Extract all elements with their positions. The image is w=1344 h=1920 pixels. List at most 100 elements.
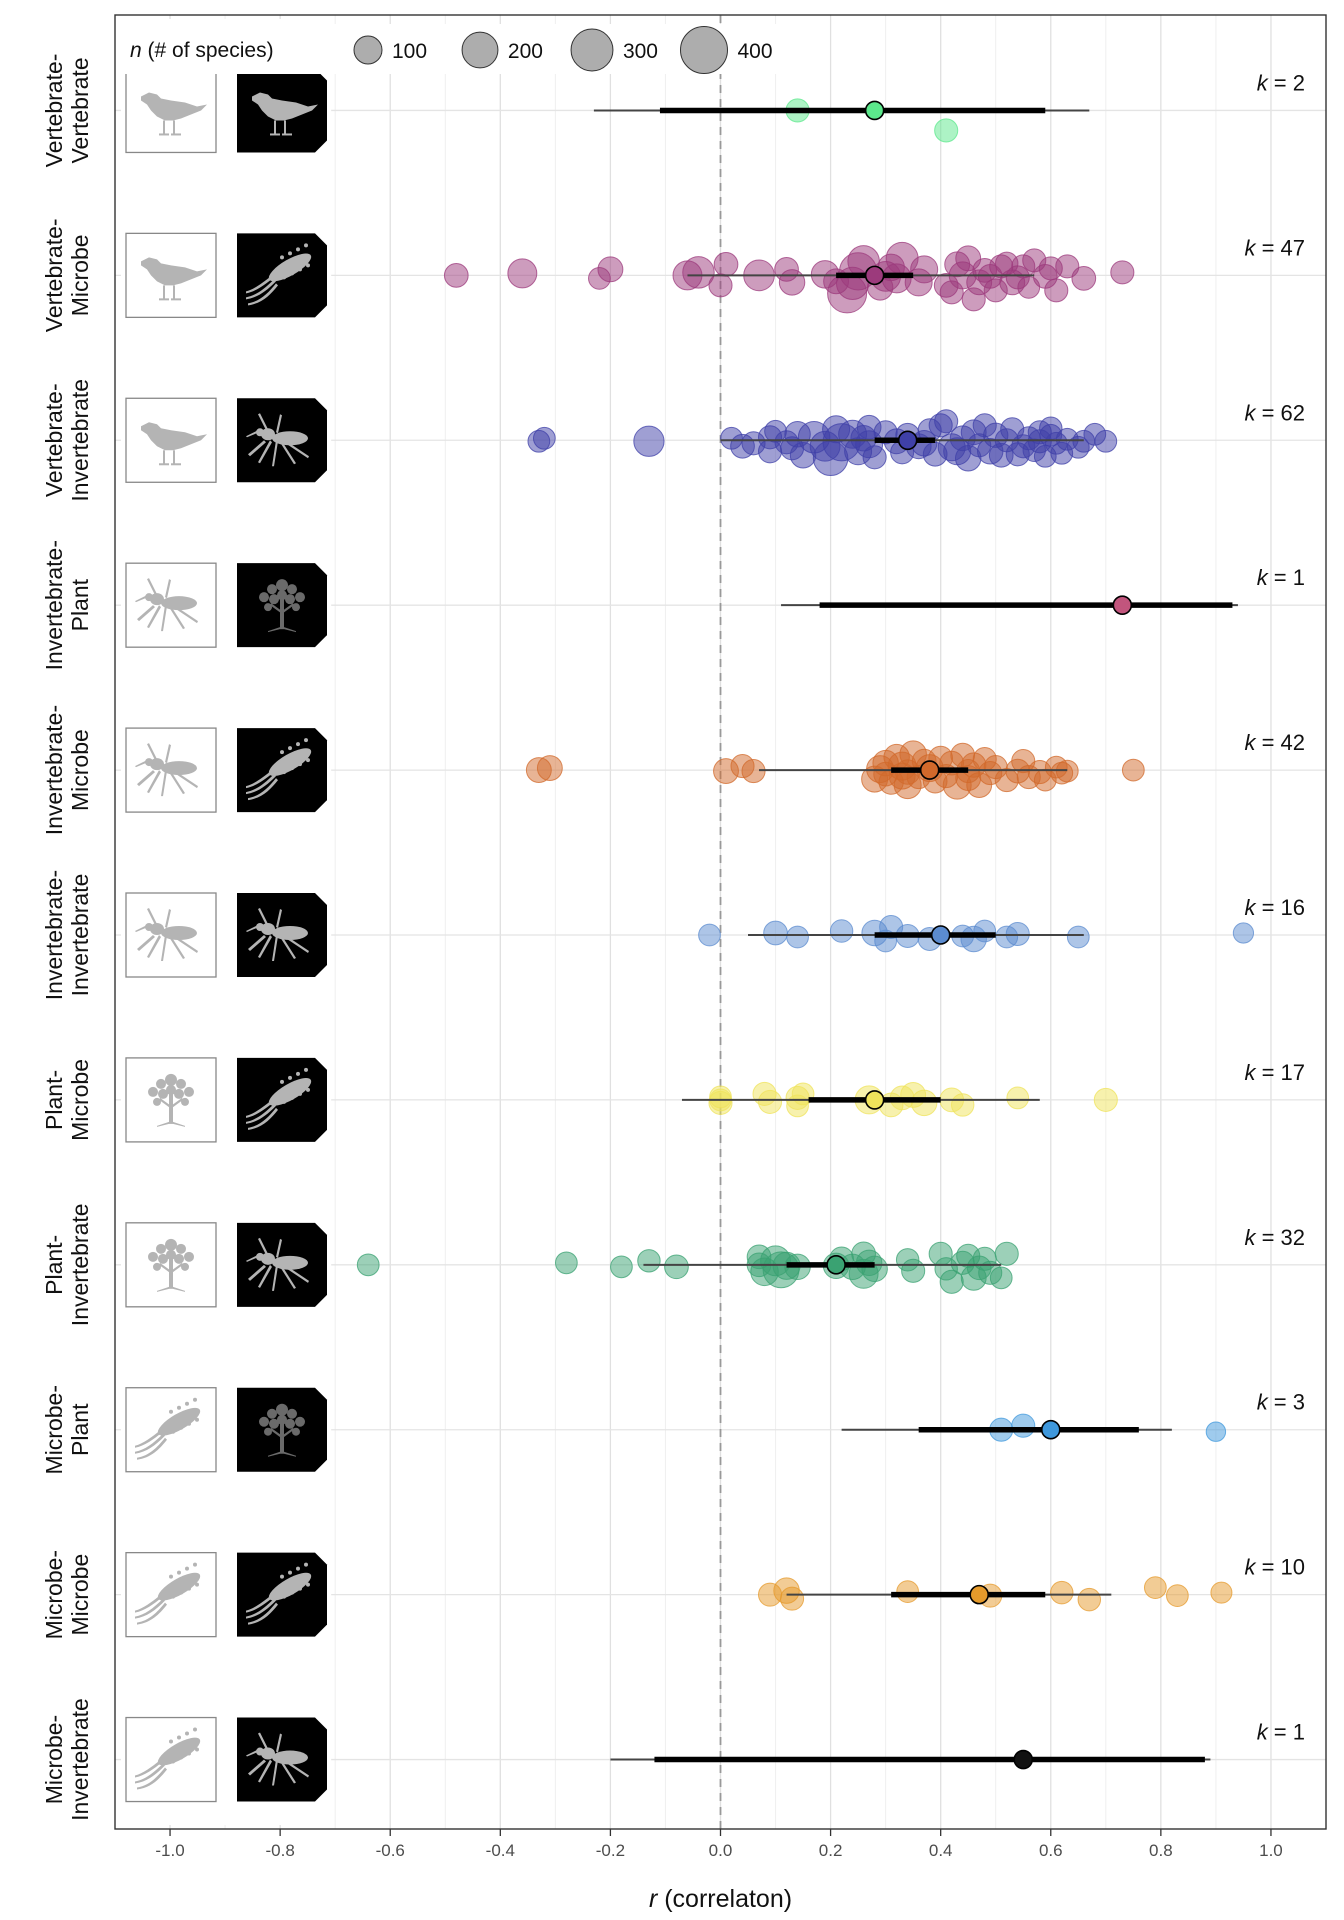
row-label-line2: Microbe <box>67 234 93 316</box>
legend-size-label: 400 <box>738 40 773 63</box>
x-tick-label: 0.8 <box>1149 1841 1173 1860</box>
study-point <box>1077 1587 1102 1612</box>
legend-size-circle <box>461 31 499 69</box>
k-label: k = 1 <box>1257 1720 1305 1745</box>
k-label-var: k <box>1244 400 1256 425</box>
study-point <box>532 426 556 450</box>
row-label-line2: Invertebrate <box>67 874 93 997</box>
study-point <box>1005 442 1030 467</box>
tree-icon <box>237 563 327 648</box>
k-label-value: = 2 <box>1268 70 1305 95</box>
study-point <box>1006 1086 1030 1110</box>
row-label-line2: Plant <box>67 578 93 631</box>
x-tick-label: -0.8 <box>265 1841 294 1860</box>
legend-title: n (# of species) <box>130 39 274 62</box>
k-label-var: k <box>1244 730 1256 755</box>
k-label-value: = 32 <box>1255 1225 1305 1250</box>
k-label: k = 62 <box>1244 400 1305 425</box>
k-label: k = 10 <box>1244 1555 1305 1580</box>
insect-icon <box>237 1717 327 1802</box>
study-point <box>829 919 854 943</box>
legend-title-var: n <box>130 39 142 62</box>
study-point <box>713 252 739 277</box>
study-point <box>536 755 563 782</box>
row-label: Invertebrate- Invertebrate <box>41 870 93 1000</box>
study-point <box>698 923 721 947</box>
study-point <box>910 255 939 284</box>
tree-icon <box>237 1387 327 1472</box>
row-label: Plant- Microbe <box>41 1059 93 1141</box>
k-label-value: = 42 <box>1255 730 1305 755</box>
bird-icon <box>125 67 217 154</box>
pooled-estimate <box>864 1090 885 1110</box>
k-label: k = 17 <box>1244 1060 1305 1085</box>
insect-icon <box>125 727 217 813</box>
study-point <box>1055 254 1080 279</box>
row-label: Microbe- Invertebrate <box>41 1698 93 1821</box>
microbe-icon <box>237 233 327 318</box>
study-point <box>763 920 788 946</box>
study-point <box>1094 429 1118 453</box>
k-label: k = 16 <box>1244 895 1305 920</box>
study-point <box>961 287 986 312</box>
row-label-line1: Invertebrate- <box>41 870 67 1000</box>
row-label-line2: Invertebrate <box>67 1203 93 1326</box>
study-point <box>774 257 799 282</box>
study-point <box>934 409 959 434</box>
row-label-line2: Invertebrate <box>67 379 93 502</box>
row-label: Microbe- Microbe <box>41 1550 93 1639</box>
study-point <box>1166 1584 1189 1608</box>
k-label-value: = 1 <box>1268 565 1305 590</box>
microbe-icon <box>125 1716 217 1803</box>
legend-size-label: 200 <box>508 40 543 63</box>
microbe-icon <box>125 1551 217 1638</box>
row-label-line1: Invertebrate- <box>41 705 67 835</box>
k-label-var: k <box>1257 565 1269 590</box>
pooled-estimate <box>826 1255 846 1275</box>
study-point <box>709 1085 732 1109</box>
data-points <box>356 98 1255 1612</box>
pooled-estimates <box>826 100 1133 1770</box>
pooled-estimate <box>919 760 940 780</box>
x-tick-label: 0.4 <box>929 1841 953 1860</box>
confidence-intervals <box>593 107 1238 1763</box>
study-point <box>994 1241 1019 1266</box>
k-label-var: k <box>1244 1060 1256 1085</box>
row-label-line2: Invertebrate <box>67 1698 93 1821</box>
row-label-line1: Plant- <box>41 1235 67 1295</box>
row-label-line2: Microbe <box>67 729 93 811</box>
pooled-estimate <box>930 925 951 945</box>
study-point <box>1232 922 1255 944</box>
row-label-line2: Microbe <box>67 1554 93 1636</box>
pooled-estimate <box>969 1584 990 1605</box>
row-label-line1: Microbe- <box>41 1385 67 1474</box>
row-label-line1: Microbe- <box>41 1715 67 1804</box>
x-tick-label: 0.2 <box>819 1841 843 1860</box>
x-tick-label: -0.4 <box>486 1841 515 1860</box>
study-point <box>1143 1576 1167 1600</box>
x-axis-title-rest: (correlaton) <box>657 1885 792 1913</box>
x-tick-label: 0.6 <box>1039 1841 1063 1860</box>
study-point <box>786 925 809 949</box>
x-tick-label: 0.0 <box>709 1841 733 1860</box>
row-label: Vertebrate- Vertebrate <box>41 54 93 168</box>
microbe-icon <box>237 728 327 813</box>
study-point <box>1066 925 1090 949</box>
bird-icon <box>125 397 217 483</box>
study-point <box>682 256 715 289</box>
k-label-value: = 16 <box>1255 895 1305 920</box>
row-label-line2: Plant <box>67 1403 93 1456</box>
row-label-line2: Microbe <box>67 1059 93 1141</box>
row-label-line1: Invertebrate- <box>41 540 67 670</box>
k-label-var: k <box>1257 1390 1269 1415</box>
k-label: k = 47 <box>1244 235 1305 260</box>
row-label: Invertebrate- Microbe <box>41 705 93 835</box>
bird-icon <box>125 232 217 319</box>
row-label-line1: Vertebrate- <box>41 383 67 497</box>
insect-icon <box>125 892 217 978</box>
legend-size-label: 300 <box>623 40 658 63</box>
k-label-var: k <box>1244 1555 1256 1580</box>
study-point <box>928 1241 953 1266</box>
k-label: k = 2 <box>1257 70 1305 95</box>
